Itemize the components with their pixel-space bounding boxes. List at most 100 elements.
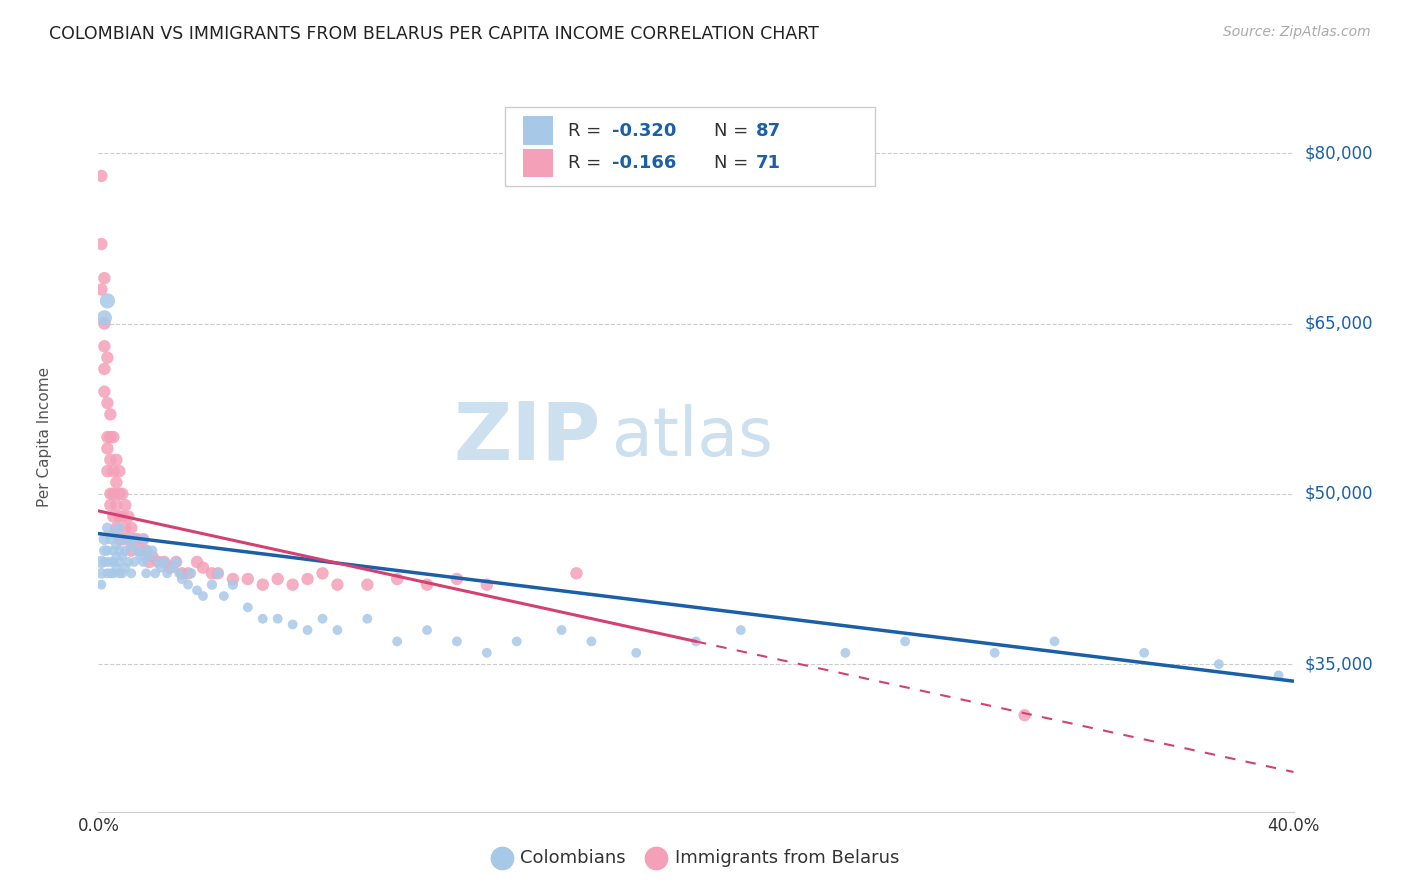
Text: COLOMBIAN VS IMMIGRANTS FROM BELARUS PER CAPITA INCOME CORRELATION CHART: COLOMBIAN VS IMMIGRANTS FROM BELARUS PER… [49,25,820,43]
Point [108,566,131,581]
Point [581,634,603,648]
FancyBboxPatch shape [505,107,875,186]
Point [1014,708,1036,723]
Point [416,577,439,591]
Point [222,572,245,586]
Point [105,498,128,512]
Point [132,555,155,569]
Point [108,487,131,501]
Point [297,572,319,586]
Point [132,533,155,547]
Point [90,577,112,591]
Text: 87: 87 [756,121,780,140]
Point [730,623,752,637]
Point [120,521,142,535]
Point [311,612,333,626]
Text: atlas: atlas [613,404,773,470]
Point [90,237,112,252]
Point [96,521,118,535]
Point [159,560,181,574]
Point [103,543,125,558]
Point [111,533,134,547]
Point [127,543,149,558]
Point [105,475,128,490]
Point [105,560,128,574]
Point [356,612,378,626]
Point [93,317,115,331]
Point [93,533,115,547]
Point [685,634,707,648]
Point [252,612,274,626]
Point [281,617,304,632]
Point [93,543,115,558]
Point [475,646,498,660]
Point [191,560,214,574]
Point [93,384,115,399]
Point [96,351,118,365]
Point [117,509,139,524]
Point [105,549,128,564]
Point [1043,634,1066,648]
Point [114,521,136,535]
Point [117,533,139,547]
Point [103,430,125,444]
Point [117,555,139,569]
Point [103,464,125,478]
Point [108,533,131,547]
Point [111,566,134,581]
Point [267,572,290,586]
Bar [523,116,553,145]
Point [93,339,115,353]
Text: $65,000: $65,000 [1305,315,1374,333]
Point [267,612,290,626]
Text: $35,000: $35,000 [1305,655,1374,673]
Point [111,533,134,547]
Point [201,566,224,581]
Text: Source: ZipAtlas.com: Source: ZipAtlas.com [1223,25,1371,39]
Point [114,498,136,512]
Point [186,555,208,569]
Point [212,589,235,603]
Point [506,634,529,648]
Text: $80,000: $80,000 [1305,145,1374,162]
Point [120,538,142,552]
Point [98,566,122,581]
Point [93,362,115,376]
Point [108,543,131,558]
Legend: Colombians, Immigrants from Belarus: Colombians, Immigrants from Belarus [486,841,905,874]
Point [222,577,245,591]
Point [186,583,208,598]
Point [108,521,131,535]
Point [153,555,176,569]
Point [311,566,333,581]
Point [148,555,170,569]
Text: N =: N = [714,121,754,140]
Point [96,430,118,444]
Point [153,555,176,569]
Point [297,623,319,637]
Point [156,566,179,581]
Point [177,577,200,591]
Point [108,555,131,569]
Point [127,533,149,547]
Point [148,555,170,569]
Point [135,543,157,558]
Point [141,543,163,558]
Point [326,577,349,591]
Point [132,533,155,547]
Point [120,566,142,581]
Point [98,487,122,501]
Point [111,509,134,524]
Point [894,634,917,648]
Point [281,577,304,591]
Point [172,566,194,581]
Point [90,555,112,569]
Text: -0.166: -0.166 [613,153,676,172]
Text: N =: N = [714,153,754,172]
Point [120,543,142,558]
Point [172,572,194,586]
Point [252,577,274,591]
Point [93,555,115,569]
Point [111,487,134,501]
Point [135,543,157,558]
